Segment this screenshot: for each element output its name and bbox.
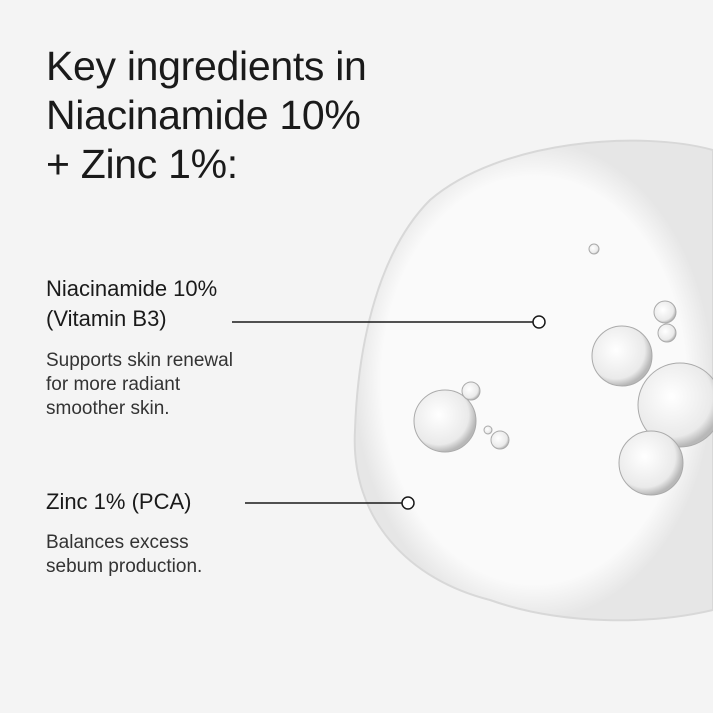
page-title: Key ingredients in Niacinamide 10% + Zinc … xyxy=(46,43,367,187)
pointer-dot-niacinamide xyxy=(532,315,546,329)
ingredient-name-niacinamide: Niacinamide 10% (Vitamin B3) xyxy=(46,276,218,331)
pointer-dot-zinc xyxy=(401,496,415,510)
serum-drop xyxy=(353,139,713,622)
ingredient-desc-niacinamide: Supports skin renewal for more radiant smo… xyxy=(46,350,233,419)
ingredient-desc-zinc: Balances excess sebum production. xyxy=(46,532,203,577)
bubbles xyxy=(413,243,713,496)
ingredient-name-zinc: Zinc 1% (PCA) xyxy=(46,489,192,514)
